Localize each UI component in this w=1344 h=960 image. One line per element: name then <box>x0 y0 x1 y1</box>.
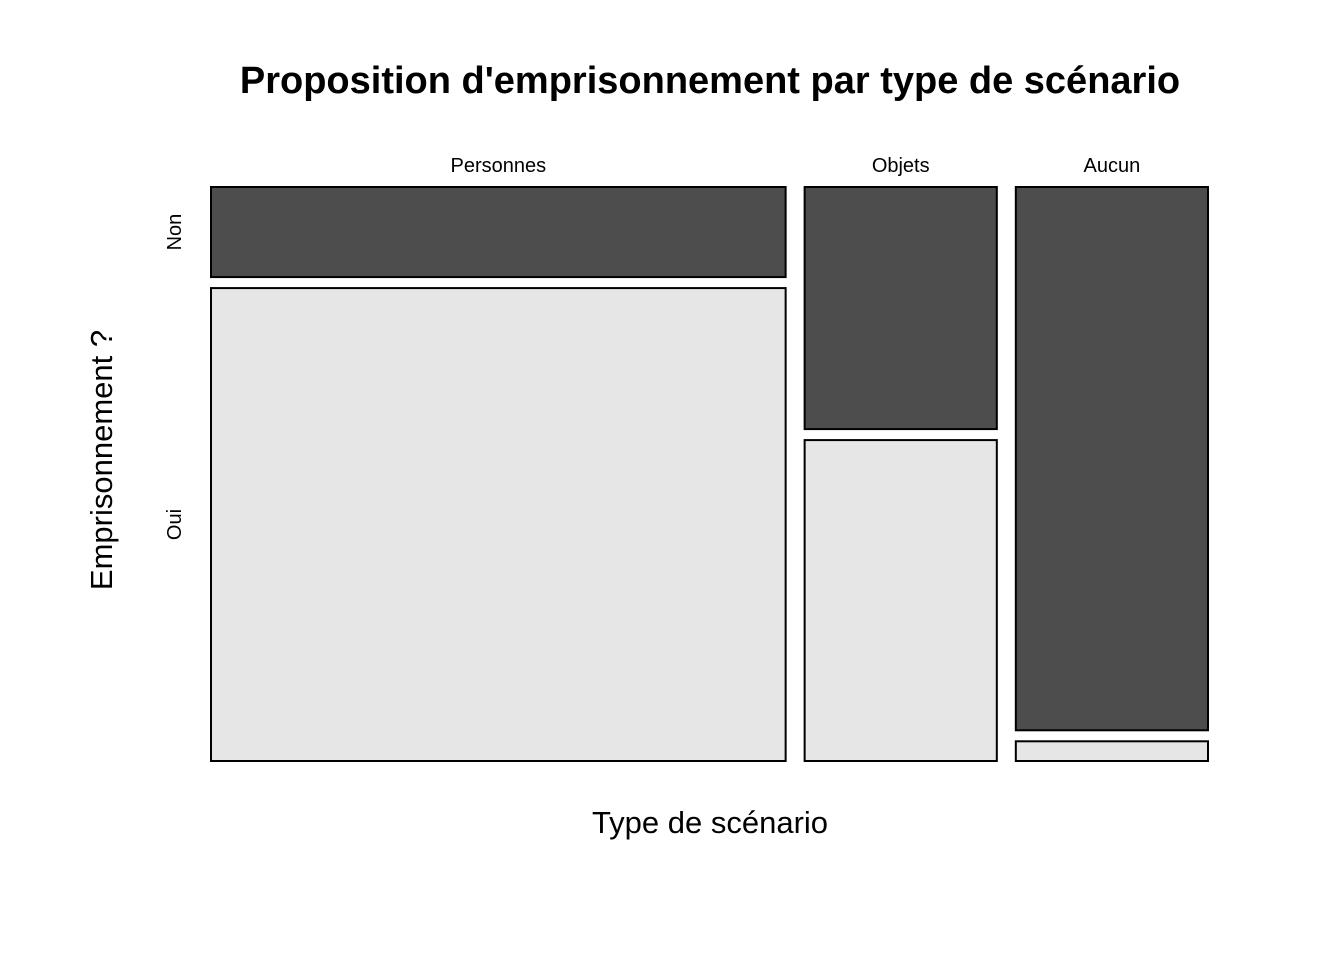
level-label-non: Non <box>164 214 186 251</box>
tile-personnes-oui <box>210 287 787 762</box>
level-label-oui: Oui <box>164 509 186 540</box>
chart-title: Proposition d'emprisonnement par type de… <box>240 60 1180 102</box>
x-axis-label: Type de scénario <box>592 805 828 840</box>
category-label-personnes: Personnes <box>451 155 547 177</box>
tile-objets-oui <box>803 439 998 762</box>
category-label-aucun: Aucun <box>1084 155 1141 177</box>
category-label-objets: Objets <box>872 155 930 177</box>
mosaic-labels: Personnes Objets Aucun Non Oui <box>164 155 1140 540</box>
tile-aucun-oui <box>1014 740 1209 762</box>
tile-objets-non <box>803 186 998 431</box>
tile-aucun-non <box>1014 186 1209 732</box>
mosaic-tiles <box>210 186 1209 762</box>
y-axis-label: Emprisonnement ? <box>84 330 119 590</box>
tile-personnes-non <box>210 186 787 279</box>
